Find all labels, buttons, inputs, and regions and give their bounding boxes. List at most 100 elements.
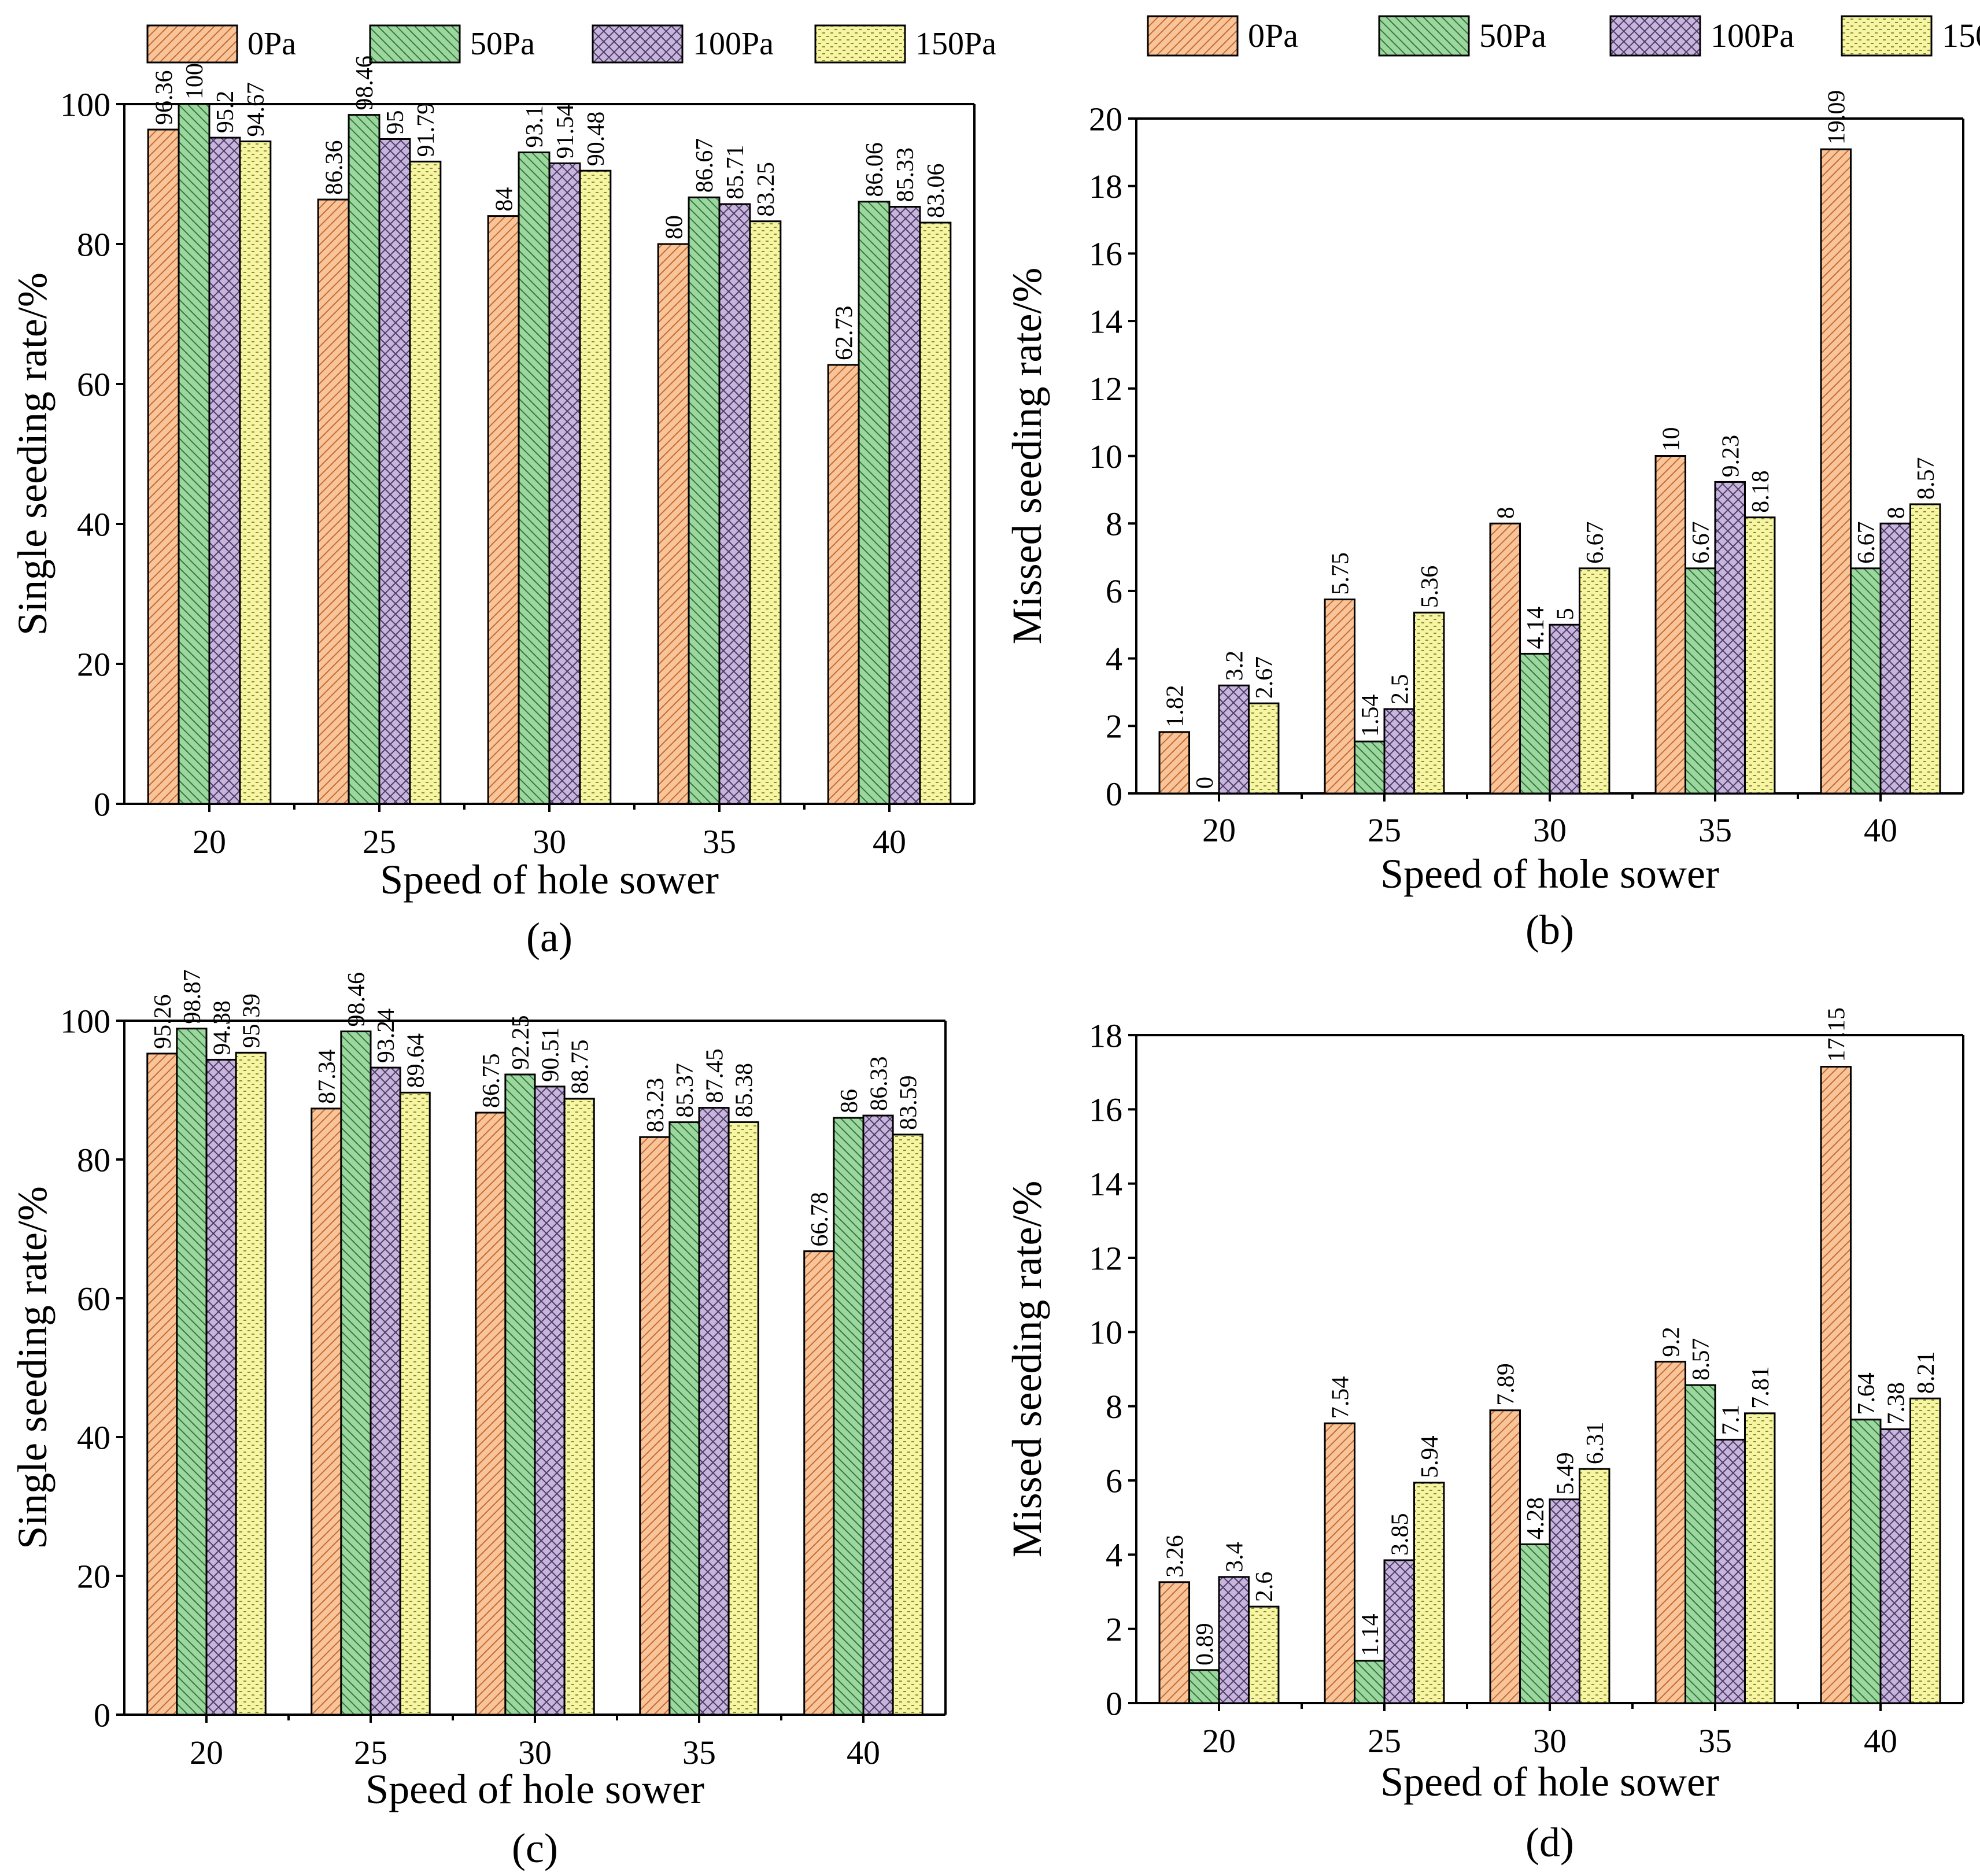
bar-100Pa-20: [205, 1058, 237, 1716]
data-label: 100: [182, 63, 208, 99]
legend-swatch-50Pa: [369, 24, 461, 64]
data-label: 8.21: [1913, 1351, 1940, 1394]
data-label: 7.81: [1748, 1366, 1774, 1409]
bar-0Pa-40: [827, 364, 860, 805]
legend-label-100Pa: 100Pa: [1711, 17, 1794, 54]
bar-0Pa-35: [1654, 1361, 1687, 1704]
panel-caption: (c): [512, 1825, 558, 1871]
data-label: 1.14: [1357, 1613, 1384, 1656]
x-axis-title: Speed of hole sower: [1380, 851, 1719, 897]
data-label: 8: [1493, 507, 1519, 519]
data-label: 5.75: [1327, 552, 1354, 595]
data-label: 2.67: [1251, 656, 1278, 699]
bar-100Pa-35: [718, 203, 751, 805]
data-label: 91.54: [552, 104, 579, 158]
bar-0Pa-20: [147, 128, 180, 805]
y-tick-label: 18: [1089, 1017, 1122, 1054]
bar-150Pa-20: [239, 140, 272, 805]
bar-150Pa-40: [892, 1133, 923, 1716]
data-label: 89.64: [402, 1033, 429, 1088]
x-axis-title: Speed of hole sower: [1380, 1759, 1719, 1805]
y-tick-label: 6: [1106, 1462, 1122, 1500]
bar-150Pa-20: [235, 1051, 267, 1716]
y-tick-label: 2: [1106, 708, 1122, 745]
y-tick-label: 40: [77, 505, 110, 543]
data-label: 5: [1552, 608, 1579, 620]
x-tick-label: 30: [518, 1734, 552, 1771]
data-label: 10: [1658, 427, 1685, 452]
y-tick-label: 12: [1089, 370, 1122, 408]
legend-swatch-150Pa: [1841, 15, 1933, 57]
x-tick-label: 40: [847, 1734, 880, 1771]
data-label: 17.15: [1823, 1007, 1850, 1062]
data-label: 5.49: [1552, 1452, 1579, 1495]
data-label: 0.89: [1192, 1623, 1218, 1665]
bar-50Pa-30: [504, 1073, 536, 1716]
x-tick-label: 35: [1698, 811, 1732, 849]
y-tick-label: 16: [1089, 235, 1122, 273]
y-tick-label: 12: [1089, 1239, 1122, 1277]
data-label: 95.26: [150, 994, 176, 1049]
data-label: 98.46: [352, 56, 378, 110]
y-tick-label: 60: [77, 365, 110, 403]
bar-0Pa-35: [657, 243, 690, 805]
legend-label-150Pa: 150Pa: [915, 26, 996, 62]
x-tick-label: 20: [1202, 811, 1236, 849]
y-tick-label: 80: [77, 226, 110, 263]
bar-100Pa-40: [1879, 1428, 1911, 1704]
data-label: 3.26: [1162, 1535, 1188, 1578]
bar-150Pa-40: [919, 221, 952, 805]
data-label: 87.45: [701, 1048, 728, 1103]
data-label: 7.38: [1883, 1382, 1909, 1425]
data-label: 95.2: [212, 91, 239, 134]
bar-0Pa-25: [1324, 1422, 1356, 1704]
bar-150Pa-20: [1247, 702, 1280, 795]
bar-100Pa-35: [1714, 1438, 1746, 1704]
x-tick-label: 35: [682, 1734, 716, 1771]
bar-100Pa-35: [1714, 481, 1746, 795]
data-label: 4.28: [1523, 1497, 1549, 1540]
data-label: 0: [1192, 777, 1218, 789]
bar-100Pa-25: [1383, 1559, 1415, 1704]
y-tick-label: 80: [77, 1141, 110, 1179]
data-label: 86.33: [866, 1057, 892, 1111]
bar-50Pa-30: [1519, 652, 1551, 795]
x-tick-label: 40: [1864, 811, 1897, 849]
y-tick-label: 4: [1106, 640, 1122, 678]
bar-100Pa-30: [548, 162, 581, 805]
bar-150Pa-20: [1247, 1605, 1280, 1704]
data-label: 83.23: [642, 1078, 669, 1133]
data-label: 86: [836, 1089, 863, 1113]
bar-150Pa-30: [1578, 1468, 1610, 1704]
data-label: 6.67: [1688, 521, 1715, 564]
y-tick-label: 2: [1106, 1611, 1122, 1648]
y-tick-label: 0: [94, 1696, 110, 1734]
x-tick-label: 20: [193, 823, 226, 861]
x-tick-label: 20: [1202, 1722, 1236, 1760]
y-tick-label: 0: [94, 785, 110, 823]
y-tick-label: 4: [1106, 1537, 1122, 1574]
x-tick-label: 25: [1368, 811, 1401, 849]
data-label: 2.6: [1251, 1572, 1278, 1602]
bar-50Pa-40: [858, 201, 891, 805]
data-label: 86.06: [862, 142, 888, 197]
x-tick-label: 40: [1864, 1722, 1897, 1760]
chart-panel-d: 0 2 4 6 8 10 12 14 16 18 20 3.26 0.89 3.42.6 25 7.54 1.1…: [1004, 1007, 1964, 1866]
data-label: 8.57: [1688, 1338, 1715, 1381]
data-label: 19.09: [1823, 90, 1850, 145]
bar-100Pa-30: [534, 1085, 566, 1716]
bar-100Pa-25: [378, 138, 411, 805]
data-label: 80: [661, 215, 688, 239]
y-tick-label: 20: [77, 645, 110, 683]
bar-150Pa-35: [1743, 1412, 1776, 1704]
data-label: 62.73: [831, 305, 858, 360]
data-label: 83.59: [895, 1075, 922, 1130]
legend-top-left: 0Pa 50Pa 100Pa 150Pa: [146, 24, 996, 64]
data-label: 93.24: [373, 1009, 400, 1063]
y-tick-label: 0: [1106, 775, 1122, 813]
legend-swatch-100Pa: [592, 24, 684, 64]
legend-label-50Pa: 50Pa: [470, 26, 535, 62]
y-tick-label: 20: [77, 1557, 110, 1595]
x-tick-label: 25: [354, 1734, 387, 1771]
chart-panel-b: 0 2 4 6 8 10 12 14 16 18 20 20 1.82 0 3.2 2.67 25 5.75 1.5…: [1004, 90, 1964, 953]
